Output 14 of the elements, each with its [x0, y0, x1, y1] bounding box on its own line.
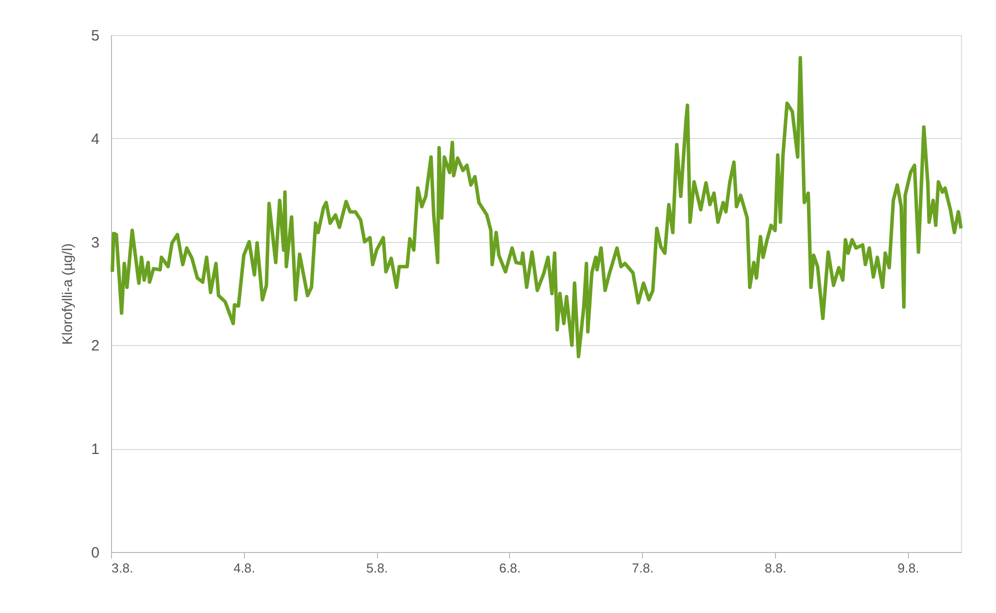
x-tick-label: 3.8.: [112, 560, 134, 576]
y-tick-label: 1: [91, 441, 100, 458]
x-tick-label: 5.8.: [366, 560, 388, 576]
y-tick-label: 4: [91, 130, 100, 148]
x-tick-label: 9.8.: [898, 560, 920, 576]
y-tick-label: 5: [91, 28, 100, 44]
x-tick-label: 8.8.: [764, 560, 786, 576]
y-tick-label: 2: [91, 338, 100, 355]
x-tick-label: 6.8.: [499, 560, 521, 576]
y-tick-label: 0: [91, 544, 100, 562]
y-axis-title: Klorofylli-a (µg/l): [59, 243, 76, 345]
x-tick-label: 4.8.: [233, 560, 256, 576]
y-tick-label: 3: [91, 234, 100, 252]
x-tick-label: 7.8.: [632, 560, 654, 576]
